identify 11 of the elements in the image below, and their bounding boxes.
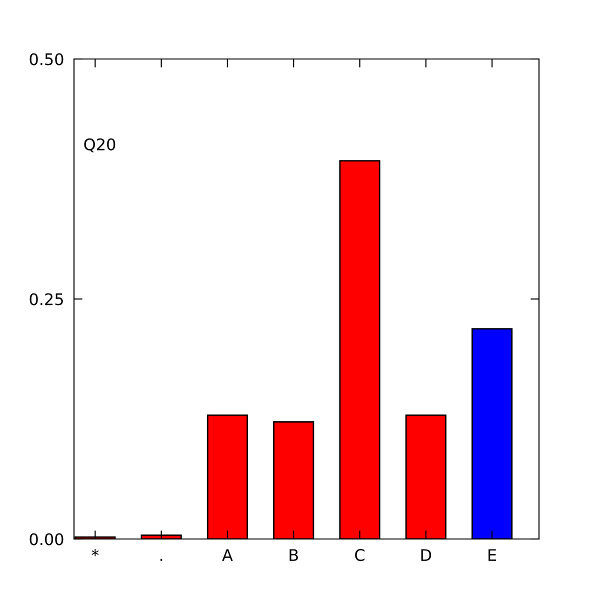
x-tick-label: * <box>92 549 99 556</box>
y-tick-label: 0.25 <box>30 293 63 306</box>
y-tick-label: 0.50 <box>30 53 64 66</box>
x-tick-label: E <box>488 549 496 561</box>
y-tick-label: 0.00 <box>30 533 64 546</box>
x-tick-label: B <box>290 549 298 561</box>
x-tick-label: D <box>421 549 432 561</box>
annotation: Q20 <box>84 138 116 152</box>
x-tick-label: . <box>160 558 162 561</box>
x-tick-label: C <box>355 549 364 562</box>
x-tick-label: A <box>222 549 233 561</box>
